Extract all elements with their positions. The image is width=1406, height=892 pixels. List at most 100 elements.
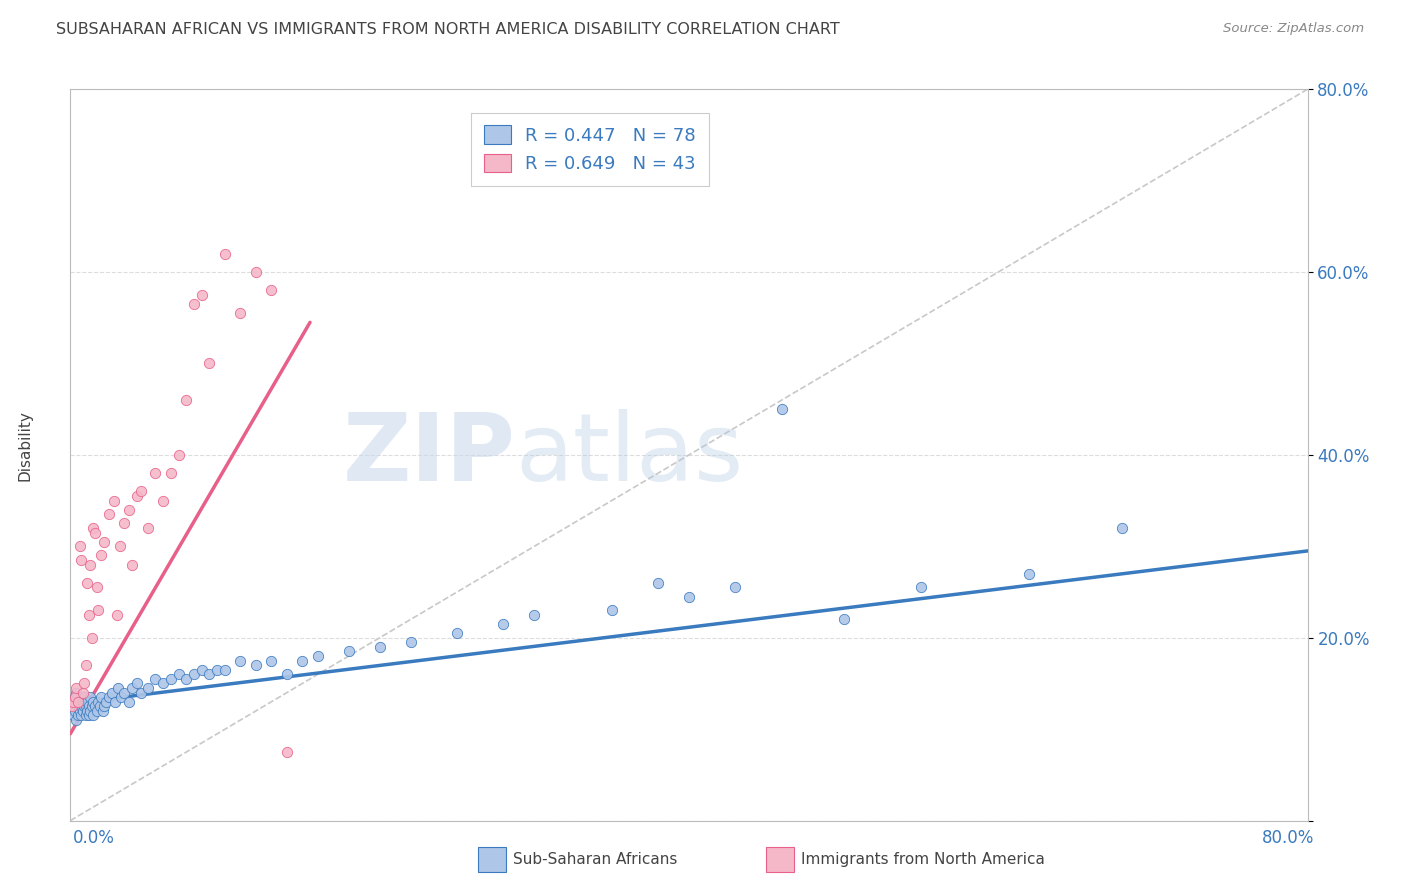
Point bbox=[1111, 521, 1133, 535]
Point bbox=[229, 306, 252, 320]
Point bbox=[245, 265, 267, 279]
Text: Immigrants from North America: Immigrants from North America bbox=[801, 853, 1045, 867]
Point bbox=[152, 493, 174, 508]
Point bbox=[65, 685, 87, 699]
Point bbox=[76, 695, 98, 709]
Text: ZIP: ZIP bbox=[343, 409, 516, 501]
Point bbox=[93, 699, 115, 714]
Point bbox=[94, 695, 117, 709]
Point bbox=[67, 708, 90, 723]
Text: SUBSAHARAN AFRICAN VS IMMIGRANTS FROM NORTH AMERICA DISABILITY CORRELATION CHART: SUBSAHARAN AFRICAN VS IMMIGRANTS FROM NO… bbox=[56, 22, 839, 37]
Point bbox=[110, 690, 132, 705]
Point bbox=[174, 672, 197, 686]
Point bbox=[770, 402, 793, 417]
Point bbox=[77, 699, 100, 714]
Point bbox=[98, 690, 120, 705]
Point bbox=[399, 635, 422, 649]
Point bbox=[647, 576, 669, 591]
Point bbox=[90, 690, 112, 705]
Legend: R = 0.447   N = 78, R = 0.649   N = 43: R = 0.447 N = 78, R = 0.649 N = 43 bbox=[471, 113, 709, 186]
Point bbox=[245, 658, 267, 673]
Point bbox=[260, 284, 283, 298]
Point bbox=[145, 466, 166, 480]
Point bbox=[82, 695, 105, 709]
Point bbox=[76, 576, 98, 591]
Text: Source: ZipAtlas.com: Source: ZipAtlas.com bbox=[1223, 22, 1364, 36]
Point bbox=[145, 672, 166, 686]
Point bbox=[87, 603, 110, 617]
Point bbox=[72, 695, 94, 709]
Point bbox=[70, 708, 93, 723]
Text: 0.0%: 0.0% bbox=[73, 829, 115, 847]
Point bbox=[80, 699, 103, 714]
Point bbox=[87, 695, 110, 709]
Point bbox=[89, 699, 111, 714]
Point bbox=[72, 685, 94, 699]
Point bbox=[103, 493, 125, 508]
Point bbox=[62, 695, 84, 709]
Point bbox=[72, 704, 94, 718]
Point bbox=[198, 356, 221, 371]
Point bbox=[167, 667, 190, 681]
Point bbox=[191, 288, 214, 302]
Point bbox=[191, 663, 214, 677]
Point bbox=[125, 489, 148, 503]
Point bbox=[73, 699, 96, 714]
Point bbox=[69, 704, 91, 718]
Point bbox=[118, 502, 141, 516]
Point bbox=[79, 690, 101, 705]
Point bbox=[90, 549, 112, 563]
Text: atlas: atlas bbox=[516, 409, 744, 501]
Point bbox=[724, 581, 747, 595]
Point bbox=[260, 654, 283, 668]
Point bbox=[91, 704, 114, 718]
Point bbox=[63, 690, 86, 705]
Point bbox=[101, 685, 124, 699]
Point bbox=[446, 626, 468, 640]
Point bbox=[77, 607, 100, 622]
Point bbox=[678, 590, 700, 604]
Point bbox=[131, 484, 153, 499]
Point bbox=[70, 553, 93, 567]
Point bbox=[65, 713, 87, 727]
Text: Sub-Saharan Africans: Sub-Saharan Africans bbox=[513, 853, 678, 867]
Point bbox=[98, 508, 120, 522]
Point bbox=[198, 667, 221, 681]
Point bbox=[523, 607, 546, 622]
Point bbox=[80, 631, 103, 645]
Point bbox=[207, 663, 229, 677]
Point bbox=[136, 521, 159, 535]
Point bbox=[76, 704, 98, 718]
Point bbox=[118, 695, 141, 709]
Point bbox=[79, 558, 101, 572]
Point bbox=[73, 690, 96, 705]
Point bbox=[70, 699, 93, 714]
Point bbox=[73, 676, 96, 690]
Point bbox=[105, 607, 128, 622]
Point bbox=[131, 685, 153, 699]
Point bbox=[276, 745, 298, 759]
Point bbox=[121, 681, 143, 695]
Point bbox=[114, 685, 135, 699]
Point bbox=[86, 704, 108, 718]
Point bbox=[600, 603, 623, 617]
Point bbox=[86, 581, 108, 595]
Point bbox=[77, 708, 100, 723]
Point bbox=[63, 690, 86, 705]
Point bbox=[82, 521, 105, 535]
Point bbox=[62, 699, 84, 714]
Point bbox=[60, 695, 83, 709]
Point bbox=[152, 676, 174, 690]
Point bbox=[174, 392, 197, 407]
Point bbox=[107, 681, 129, 695]
Point bbox=[104, 695, 127, 709]
Point bbox=[276, 667, 298, 681]
Point bbox=[832, 613, 855, 627]
Point bbox=[69, 695, 91, 709]
Point bbox=[183, 297, 205, 311]
Point bbox=[1018, 566, 1040, 581]
Point bbox=[93, 534, 115, 549]
Point bbox=[82, 708, 105, 723]
Point bbox=[337, 644, 360, 658]
Point bbox=[63, 704, 86, 718]
